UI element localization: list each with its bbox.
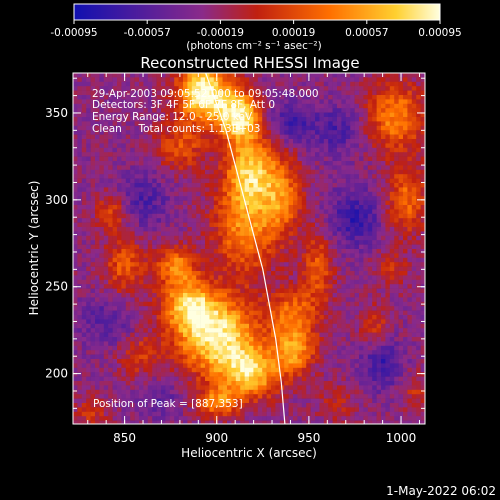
colorbar-ticks: -0.00095 -0.00057 -0.00019 0.00019 0.00057 0.…	[50, 20, 462, 39]
heatmap-pixels	[73, 73, 425, 424]
x-tick-label: 1000	[386, 431, 417, 445]
y-axis-label: Heliocentric Y (arcsec)	[27, 181, 41, 316]
colorbar-unit-label: (photons cm⁻² s⁻¹ asec⁻²)	[186, 40, 321, 52]
solar-limb-line	[205, 73, 286, 424]
colorbar-tick-label: 0.00019	[272, 27, 315, 39]
y-tick-label: 200	[45, 367, 68, 381]
colorbar-tick-label: 0.00057	[345, 27, 388, 39]
x-tick-label: 850	[113, 431, 136, 445]
timestamp: 1-May-2022 06:02	[386, 484, 496, 498]
annotation-detectors: Detectors: 3F 4F 5F 6F 7F 8F, Att 0	[92, 99, 275, 111]
plot-frame	[72, 72, 426, 425]
colorbar-tick-label: -0.00095	[50, 27, 97, 39]
colorbar	[73, 3, 441, 21]
annotation-algorithm: Clean Total counts: 1.13E+03	[92, 123, 261, 135]
y-tick-label: 300	[45, 193, 68, 207]
y-tick-label: 250	[45, 280, 68, 294]
colorbar-tick-label: 0.00095	[418, 27, 461, 39]
annotation-peak: Position of Peak = [887,353]	[93, 398, 243, 410]
y-tick-label: 350	[45, 106, 68, 120]
colorbar-tick-label: -0.00019	[197, 27, 244, 39]
x-tick-label: 900	[205, 431, 228, 445]
annotation-time: 29-Apr-2003 09:05:52.000 to 09:05:48.000	[92, 88, 319, 100]
annotation-energy: Energy Range: 12.0 - 25.0 keV	[92, 111, 253, 123]
x-tick-label: 950	[297, 431, 320, 445]
chart-title: Reconstructed RHESSI Image	[140, 54, 359, 72]
colorbar-tick-label: -0.00057	[124, 27, 171, 39]
x-axis-label: Heliocentric X (arcsec)	[181, 446, 317, 460]
axes: 850 900 950 1000 200 250 300 350	[45, 73, 425, 445]
